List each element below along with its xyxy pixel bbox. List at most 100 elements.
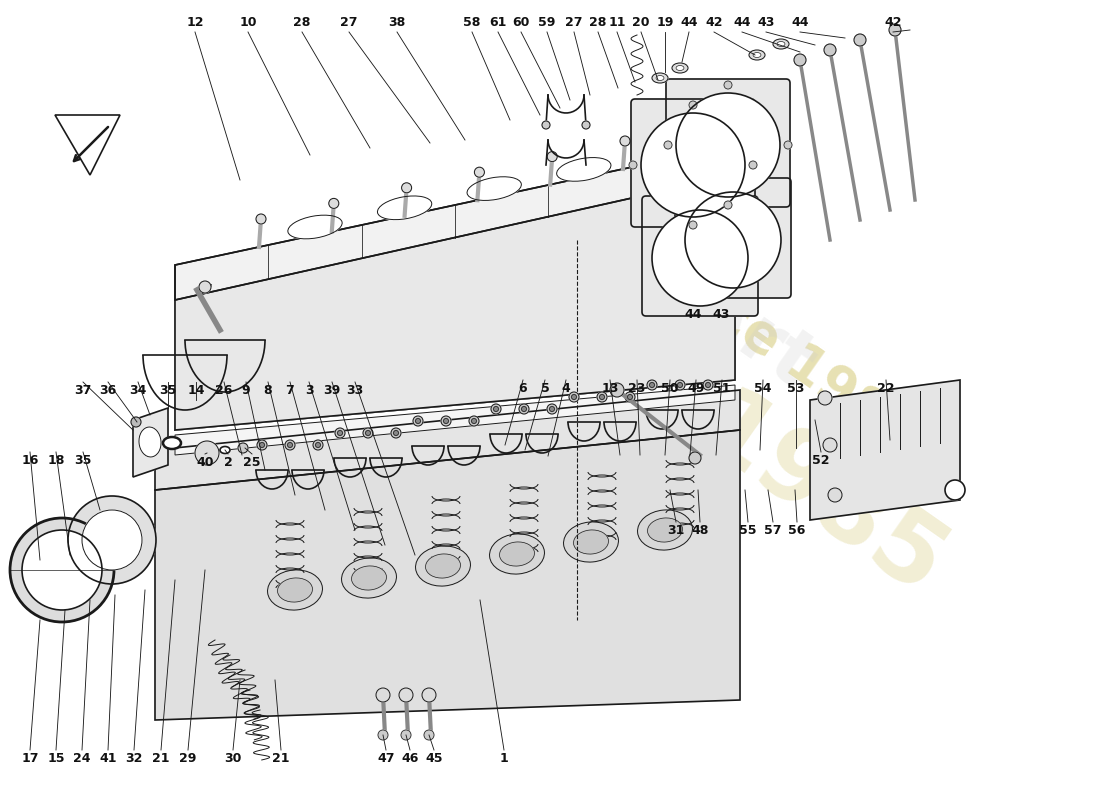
Ellipse shape	[573, 530, 608, 554]
Ellipse shape	[656, 75, 664, 81]
Text: 54: 54	[755, 382, 772, 394]
Ellipse shape	[352, 566, 386, 590]
Ellipse shape	[468, 177, 521, 201]
Text: 52: 52	[812, 454, 829, 466]
Ellipse shape	[139, 427, 161, 457]
Circle shape	[260, 442, 264, 447]
Text: 48: 48	[691, 523, 708, 537]
Circle shape	[441, 416, 451, 426]
Circle shape	[569, 392, 579, 402]
Text: 46: 46	[402, 751, 419, 765]
Circle shape	[238, 443, 248, 453]
Circle shape	[329, 198, 339, 209]
Text: 35: 35	[75, 454, 91, 466]
FancyBboxPatch shape	[675, 178, 791, 298]
Text: 27: 27	[565, 15, 583, 29]
Text: 41: 41	[99, 751, 117, 765]
Polygon shape	[155, 430, 740, 720]
Text: 14: 14	[187, 383, 205, 397]
Text: 12: 12	[186, 15, 204, 29]
Text: 8: 8	[264, 383, 273, 397]
Text: 44: 44	[734, 15, 750, 29]
Text: 57: 57	[764, 523, 782, 537]
Text: 29: 29	[179, 751, 197, 765]
Circle shape	[685, 192, 781, 288]
Text: 21: 21	[152, 751, 169, 765]
Ellipse shape	[652, 73, 668, 83]
Text: 11: 11	[608, 15, 626, 29]
Polygon shape	[175, 175, 735, 430]
FancyBboxPatch shape	[631, 99, 755, 227]
Circle shape	[199, 281, 211, 293]
Ellipse shape	[220, 446, 230, 454]
Ellipse shape	[341, 558, 396, 598]
Circle shape	[678, 382, 682, 387]
Text: JaspArt: JaspArt	[530, 160, 829, 400]
Circle shape	[412, 416, 424, 426]
Text: 61: 61	[490, 15, 507, 29]
Polygon shape	[175, 145, 735, 430]
Circle shape	[620, 136, 630, 146]
Circle shape	[472, 418, 476, 423]
Circle shape	[784, 141, 792, 149]
Text: 40: 40	[196, 455, 213, 469]
Polygon shape	[810, 380, 960, 520]
Ellipse shape	[426, 554, 461, 578]
Ellipse shape	[377, 196, 431, 220]
Text: 43: 43	[757, 15, 774, 29]
Circle shape	[664, 141, 672, 149]
Circle shape	[316, 442, 320, 447]
Circle shape	[597, 392, 607, 402]
Circle shape	[705, 382, 711, 387]
Circle shape	[22, 530, 102, 610]
Circle shape	[945, 480, 965, 500]
Text: 51: 51	[713, 382, 730, 394]
Ellipse shape	[749, 50, 764, 60]
Ellipse shape	[267, 570, 322, 610]
Circle shape	[703, 380, 713, 390]
Circle shape	[399, 688, 412, 702]
Text: 42: 42	[705, 15, 723, 29]
Circle shape	[378, 730, 388, 740]
Text: 44: 44	[791, 15, 808, 29]
Text: 10: 10	[240, 15, 256, 29]
Text: 33: 33	[346, 383, 364, 397]
Circle shape	[627, 394, 632, 399]
Circle shape	[416, 418, 420, 423]
Text: 25: 25	[243, 455, 261, 469]
Ellipse shape	[288, 215, 342, 239]
Circle shape	[572, 394, 576, 399]
Polygon shape	[175, 385, 735, 455]
Text: 58: 58	[463, 15, 481, 29]
Circle shape	[82, 510, 142, 570]
Circle shape	[424, 730, 434, 740]
Circle shape	[287, 442, 293, 447]
Circle shape	[689, 101, 697, 109]
Circle shape	[854, 34, 866, 46]
Text: 32: 32	[125, 751, 143, 765]
Ellipse shape	[676, 66, 684, 70]
Ellipse shape	[754, 53, 761, 58]
Circle shape	[494, 406, 498, 411]
Text: 2: 2	[223, 455, 232, 469]
Text: 22: 22	[878, 382, 894, 394]
Ellipse shape	[563, 522, 618, 562]
Circle shape	[285, 440, 295, 450]
Circle shape	[336, 428, 345, 438]
Text: 21: 21	[273, 751, 289, 765]
Circle shape	[675, 380, 685, 390]
Text: 24: 24	[74, 751, 90, 765]
Text: 30: 30	[224, 751, 242, 765]
Circle shape	[610, 383, 624, 397]
Circle shape	[647, 380, 657, 390]
Circle shape	[402, 182, 411, 193]
Text: 45: 45	[426, 751, 442, 765]
Text: 3: 3	[305, 383, 314, 397]
Circle shape	[376, 688, 390, 702]
Circle shape	[363, 428, 373, 438]
Circle shape	[818, 391, 832, 405]
Text: 39: 39	[323, 383, 341, 397]
Text: 42: 42	[884, 15, 902, 29]
Circle shape	[689, 221, 697, 229]
Circle shape	[257, 440, 267, 450]
